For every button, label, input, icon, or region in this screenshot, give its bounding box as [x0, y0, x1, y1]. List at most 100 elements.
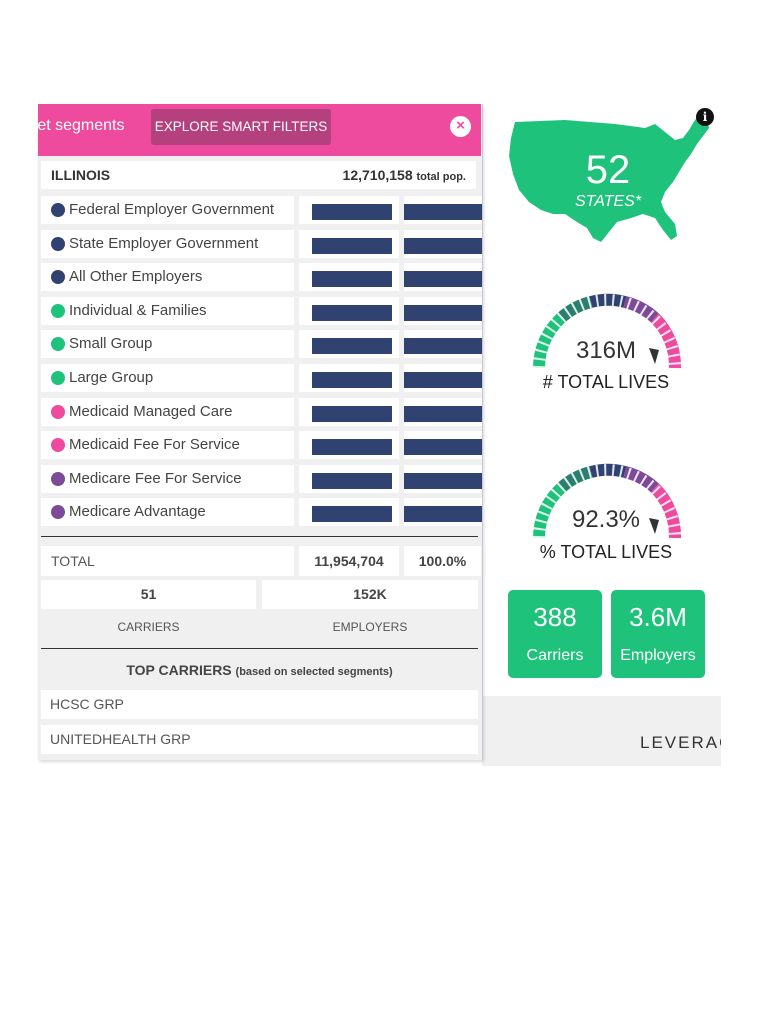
segment-label: Medicare Fee For Service — [69, 469, 242, 487]
explore-smart-filters-button[interactable]: EXPLORE SMART FILTERS — [151, 109, 331, 145]
segment-color-dot — [51, 236, 65, 251]
segment-label-cell: Medicare Advantage — [41, 498, 294, 527]
segment-color-dot — [51, 438, 65, 453]
top-carriers-heading: TOP CARRIERS — [126, 662, 232, 678]
popup-title: rket segments — [38, 117, 125, 134]
segment-row[interactable]: Federal Employer Government — [41, 196, 482, 224]
segment-row[interactable]: All Other Employers — [41, 263, 482, 292]
redacted-bar — [404, 405, 482, 422]
segment-color-dot — [51, 203, 65, 217]
redacted-bar — [312, 372, 392, 388]
dashboard-footer — [482, 696, 721, 766]
kpi-employers[interactable]: 3.6M Employers — [611, 590, 705, 678]
market-segments-popup: rket segments EXPLORE SMART FILTERS × IL… — [38, 104, 483, 760]
carriers-count: 51 — [41, 580, 256, 609]
redacted-bar — [404, 439, 482, 456]
segment-percent-cell — [404, 464, 482, 493]
redacted-bar — [312, 405, 392, 422]
segment-row[interactable]: Large Group — [41, 364, 482, 392]
kpi-carriers-value: 388 — [533, 602, 577, 632]
redacted-bar — [404, 506, 482, 523]
top-carriers-divider — [41, 648, 478, 649]
carrier-row[interactable]: HCSC GRP — [41, 690, 478, 719]
pct-total-lives-value: 92.3% — [571, 506, 641, 533]
redacted-bar — [404, 338, 482, 355]
segment-label: Large Group — [69, 369, 154, 386]
top-carriers-title: TOP CARRIERS (based on selected segments… — [41, 662, 478, 678]
segment-row[interactable]: Medicaid Fee For Service — [41, 431, 482, 460]
segment-count-cell — [299, 330, 399, 359]
segment-color-dot — [51, 337, 65, 352]
state-name: ILLINOIS — [51, 167, 111, 183]
kpi-carriers[interactable]: 388 Carriers — [508, 590, 602, 678]
total-value: 11,954,704 — [299, 546, 399, 576]
segment-label: State Employer Government — [69, 234, 259, 252]
us-map-icon — [509, 114, 709, 242]
total-row: TOTAL 11,954,704 100.0% — [41, 546, 481, 576]
redacted-bar — [404, 372, 482, 388]
kpi-carriers-label: Carriers — [526, 647, 584, 664]
segment-label: Individual & Families — [69, 301, 207, 319]
segment-row[interactable]: Medicaid Managed Care — [41, 397, 482, 426]
kpi-employers-value: 3.6M — [629, 602, 687, 632]
redacted-bar — [312, 237, 392, 254]
total-lives-value: 316M — [575, 337, 637, 364]
redacted-bar — [312, 472, 392, 489]
segment-label-cell: Medicaid Fee For Service — [41, 431, 294, 460]
segment-label-cell: All Other Employers — [41, 263, 294, 292]
segment-label: Medicaid Fee For Service — [69, 436, 240, 454]
segment-count-cell — [299, 196, 399, 224]
segment-label: Federal Employer Government — [69, 201, 275, 218]
segment-percent-cell — [404, 229, 482, 258]
segment-percent-cell — [404, 364, 482, 392]
segment-count-cell — [299, 364, 399, 392]
states-count: 52 — [585, 148, 631, 192]
segment-color-dot — [51, 404, 65, 419]
leverage-logo: LEVERAGE — [640, 733, 721, 752]
segment-percent-cell — [404, 498, 482, 527]
segment-count-cell — [299, 498, 399, 527]
segment-color-dot — [51, 371, 65, 385]
segment-row[interactable]: Individual & Families — [41, 296, 482, 325]
segment-label-cell: Medicare Fee For Service — [41, 464, 294, 493]
employers-count: 152K — [262, 580, 478, 609]
total-lives-label: # TOTAL LIVES — [542, 372, 670, 392]
segment-percent-cell — [404, 263, 482, 292]
segment-label-cell: State Employer Government — [41, 229, 294, 258]
segment-count-cell — [299, 431, 399, 460]
redacted-bar — [312, 304, 392, 321]
segment-label-cell: Medicaid Managed Care — [41, 397, 294, 426]
popup-header: rket segments EXPLORE SMART FILTERS × — [38, 104, 481, 156]
segment-label: Medicare Advantage — [69, 503, 206, 521]
segment-count-cell — [299, 229, 399, 258]
info-icon[interactable]: i — [696, 108, 714, 126]
states-label: STATES* — [574, 193, 642, 210]
segment-label-cell: Large Group — [41, 364, 294, 392]
carriers-label: CARRIERS — [117, 620, 180, 634]
total-percent: 100.0% — [404, 546, 481, 576]
redacted-bar — [312, 506, 392, 523]
segment-row[interactable]: Small Group — [41, 330, 482, 359]
segment-label: All Other Employers — [69, 268, 203, 286]
segment-count-cell — [299, 296, 399, 325]
segment-count-cell — [299, 263, 399, 292]
segment-label-cell: Individual & Families — [41, 296, 294, 325]
total-label: TOTAL — [41, 546, 294, 576]
carrier-row[interactable]: UNITEDHEALTH GRP — [41, 725, 478, 754]
employers-label: EMPLOYERS — [332, 620, 408, 634]
segment-color-dot — [51, 270, 65, 285]
close-icon[interactable]: × — [450, 116, 471, 137]
segment-percent-cell — [404, 296, 482, 325]
segment-row[interactable]: State Employer Government — [41, 229, 482, 258]
segment-label: Medicaid Managed Care — [69, 402, 233, 420]
redacted-bar — [404, 204, 482, 220]
kpi-employers-label: Employers — [620, 647, 696, 664]
state-summary-row: ILLINOIS 12,710,158 total pop. — [41, 161, 476, 189]
top-carriers-subtitle: (based on selected segments) — [235, 666, 393, 678]
redacted-bar — [404, 472, 482, 489]
segment-row[interactable]: Medicare Advantage — [41, 498, 482, 527]
segment-row[interactable]: Medicare Fee For Service — [41, 464, 482, 493]
segment-color-dot — [51, 505, 65, 520]
redacted-bar — [312, 204, 392, 220]
